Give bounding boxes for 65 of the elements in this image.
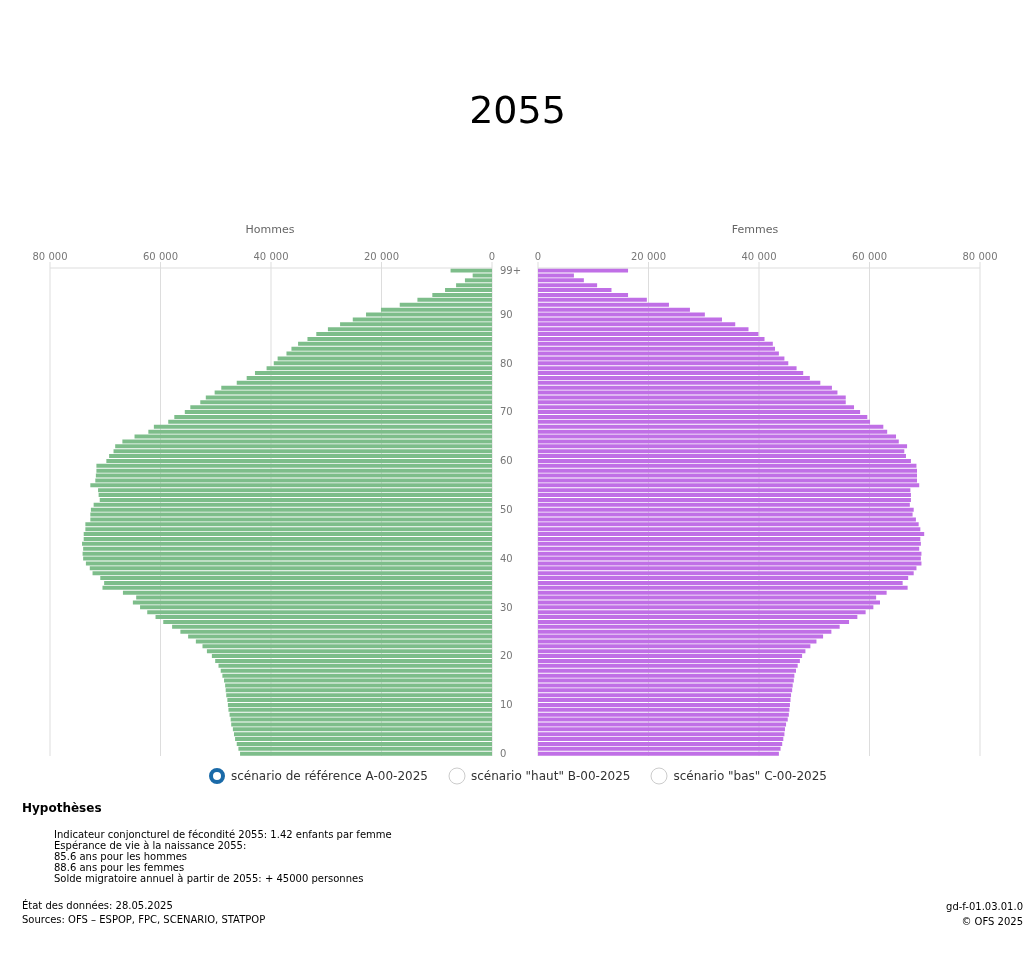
text: 88.6 ans pour les femmes bbox=[53, 862, 186, 873]
bar bbox=[538, 683, 793, 688]
bar bbox=[538, 517, 916, 522]
bar bbox=[538, 751, 779, 756]
y-tick-label: 60 bbox=[500, 455, 513, 467]
text: État des données: 28.05.2025 bbox=[22, 900, 173, 911]
text: Hypothèses bbox=[22, 801, 103, 815]
x-tick-label: 80 000 bbox=[962, 251, 998, 262]
text: 85.6 ans pour les hommes bbox=[53, 851, 188, 862]
text: Indicateur conjoncturel de fécondité 2055: 1.42 enfants par femme bbox=[53, 829, 393, 840]
bar bbox=[538, 678, 794, 683]
bar bbox=[231, 722, 492, 727]
x-tick-label: 40 000 bbox=[741, 251, 777, 262]
bar bbox=[230, 717, 492, 722]
bar bbox=[538, 268, 629, 273]
text: scénario "haut" B-00-2025 bbox=[470, 769, 631, 783]
y-tick-label: 50 bbox=[500, 504, 513, 516]
bar bbox=[538, 512, 913, 517]
x-tick-label: 40 000 bbox=[253, 251, 289, 262]
y-tick-label: 20 bbox=[500, 650, 513, 662]
bar bbox=[538, 600, 880, 605]
bar bbox=[538, 356, 785, 361]
bar bbox=[538, 717, 788, 722]
y-tick-label: 40 bbox=[500, 552, 513, 564]
bar bbox=[538, 722, 787, 727]
bar bbox=[225, 683, 492, 688]
bar bbox=[83, 556, 492, 561]
text: Espérance de vie à la naissance 2055: bbox=[53, 840, 248, 851]
y-tick-label: 99+ bbox=[500, 264, 522, 276]
bar bbox=[450, 268, 492, 273]
x-tick-label: 80 000 bbox=[32, 251, 68, 262]
bar bbox=[132, 600, 492, 605]
y-tick-label: 90 bbox=[500, 308, 513, 320]
text: © OFS 2025 bbox=[961, 916, 1023, 927]
text: gd-f-01.03.01.0 bbox=[946, 901, 1023, 912]
y-tick-label: 0 bbox=[500, 748, 507, 760]
bar bbox=[85, 561, 492, 566]
bar bbox=[538, 434, 897, 439]
text: Solde migratoire annuel à partir de 2055: + 45000 personnes bbox=[53, 873, 365, 884]
bar bbox=[240, 751, 492, 756]
y-tick-label: 80 bbox=[500, 357, 513, 369]
x-tick-label: 20 000 bbox=[364, 251, 399, 262]
bar bbox=[90, 512, 492, 517]
bar bbox=[538, 395, 846, 400]
x-tick-label: 60 000 bbox=[852, 251, 887, 262]
y-tick-label: 70 bbox=[500, 406, 513, 418]
bar bbox=[277, 356, 492, 361]
y-tick-label: 30 bbox=[500, 601, 513, 613]
x-tick-label: 0 bbox=[488, 251, 496, 262]
text: scénario de référence A-00-2025 bbox=[231, 769, 428, 783]
bar bbox=[538, 478, 918, 483]
x-tick-label: 20 000 bbox=[631, 251, 666, 262]
y-tick-label: 10 bbox=[500, 699, 513, 711]
bar bbox=[538, 561, 922, 566]
bar bbox=[95, 473, 492, 478]
x-tick-label: 60 000 bbox=[143, 251, 178, 262]
text: scénario "bas" C-00-2025 bbox=[673, 769, 827, 783]
bar bbox=[224, 678, 492, 683]
chart-title: 2055 bbox=[468, 87, 567, 134]
x-axis-title: Femmes bbox=[730, 223, 780, 238]
x-axis-title: Hommes bbox=[244, 223, 296, 238]
bar bbox=[538, 556, 921, 561]
source-note: Sources: OFS – ESPOP, FPC, SCENARIO, STATPOP bbox=[22, 914, 266, 925]
x-tick-label: 0 bbox=[534, 251, 542, 262]
bar bbox=[538, 473, 918, 478]
